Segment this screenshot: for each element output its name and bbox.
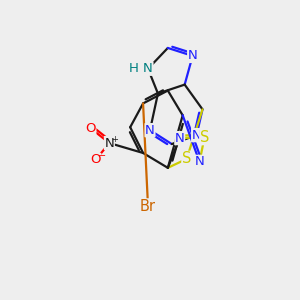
Text: N: N — [145, 124, 155, 137]
Text: +: + — [111, 135, 118, 144]
Text: Br: Br — [140, 199, 156, 214]
Text: N: N — [175, 132, 184, 145]
Text: N: N — [188, 50, 197, 62]
Text: O: O — [90, 153, 101, 167]
Text: O: O — [85, 122, 96, 135]
Text: N: N — [192, 129, 201, 142]
Text: N: N — [195, 155, 204, 168]
Text: S: S — [200, 130, 209, 145]
Text: S: S — [182, 152, 191, 166]
Text: −: − — [98, 151, 106, 161]
Text: N: N — [104, 136, 114, 150]
Text: H: H — [129, 62, 139, 75]
Text: N: N — [143, 62, 153, 75]
